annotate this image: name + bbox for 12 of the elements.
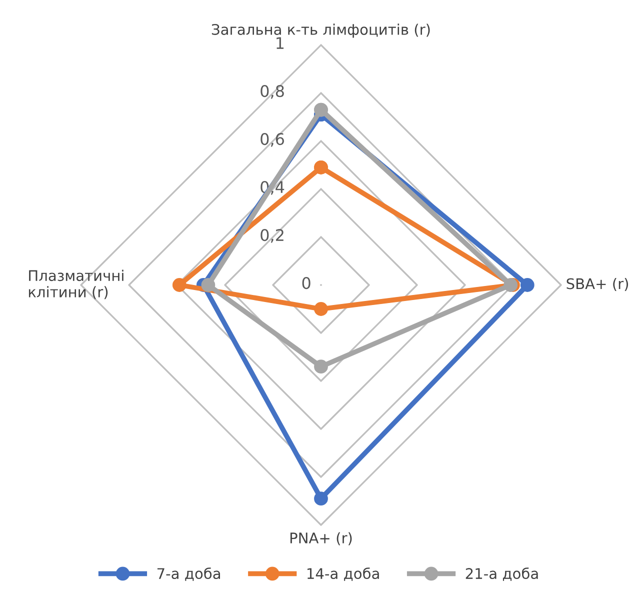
legend-label: 14-а доба: [308, 568, 379, 581]
y-tick-label: 0,2: [260, 229, 284, 243]
spoke-label: PNA+ (r): [290, 532, 352, 546]
spoke-label: SBA+ (r): [566, 278, 628, 291]
legend-label: 21-а доба: [466, 568, 538, 581]
y-tick-label: 0,8: [260, 85, 284, 99]
y-tick-label: 1: [276, 37, 284, 49]
legend-label: 7-а доба: [157, 568, 220, 581]
y-tick-label: 0: [302, 277, 310, 290]
spoke-label: Загальна к-ть лімфоцитів (r): [212, 24, 430, 38]
spoke-label: Плазматичні клітини (r): [28, 270, 124, 300]
y-tick-label: 0,6: [260, 133, 284, 147]
